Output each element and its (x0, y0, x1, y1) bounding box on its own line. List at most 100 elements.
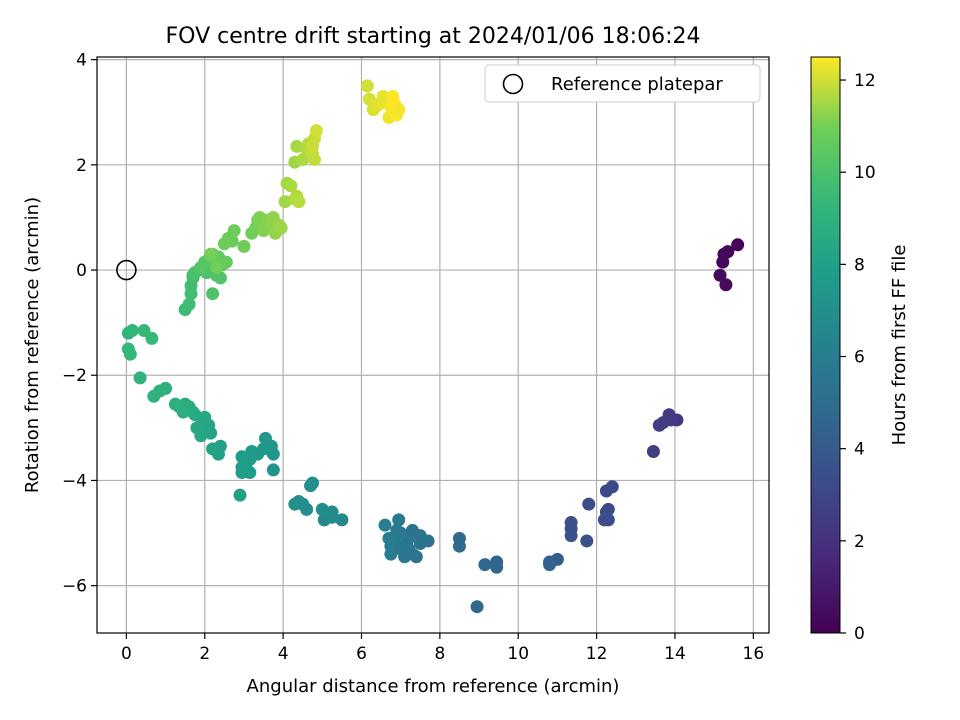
data-point (123, 347, 137, 361)
y-tick-label: 4 (76, 51, 87, 71)
data-point (335, 513, 349, 527)
data-point (304, 479, 318, 493)
data-point (599, 484, 613, 498)
data-point (378, 518, 392, 532)
colorbar-tick-label: 12 (854, 71, 876, 91)
data-point (206, 442, 220, 456)
colorbar-ticks: 0 2 4 6 8 10 12 (840, 71, 876, 644)
data-point (315, 502, 329, 516)
data-point (290, 139, 304, 153)
data-point (656, 416, 670, 430)
x-tick-label: 2 (199, 644, 210, 664)
data-point (392, 513, 406, 527)
data-point (564, 529, 578, 543)
data-point (237, 239, 251, 253)
data-point (288, 497, 302, 511)
data-point (360, 79, 374, 93)
data-point (121, 326, 135, 340)
data-point (400, 537, 414, 551)
data-point (384, 547, 398, 561)
x-tick-label: 0 (121, 644, 132, 664)
data-point (219, 255, 233, 269)
data-point (716, 255, 730, 269)
data-point (137, 324, 151, 338)
data-point (390, 523, 404, 537)
data-point (235, 466, 249, 480)
data-point (258, 431, 272, 445)
y-tick-label: −2 (62, 366, 87, 386)
y-axis-label: Rotation from reference (arcmin) (22, 197, 43, 493)
data-point (266, 463, 280, 477)
data-point (168, 397, 182, 411)
colorbar-tick-label: 8 (854, 255, 865, 275)
legend-label: Reference platepar (551, 74, 723, 95)
data-point (731, 238, 745, 252)
data-point (713, 268, 727, 282)
data-point (543, 558, 557, 572)
data-point (182, 297, 196, 311)
reference-marker (116, 259, 137, 281)
legend-box (484, 64, 761, 103)
data-point (452, 539, 466, 553)
data-point (210, 260, 224, 274)
data-point (145, 331, 159, 345)
grid-lines (97, 57, 769, 633)
data-point (292, 195, 306, 209)
data-point (296, 153, 310, 167)
data-point (184, 287, 198, 301)
colorbar-tick-label: 2 (854, 532, 865, 552)
x-axis-ticks: 0 2 4 6 8 10 12 14 16 (121, 633, 764, 664)
data-point (382, 531, 396, 545)
colorbar-gradient (810, 56, 841, 634)
data-point (133, 371, 147, 385)
x-axis-label: Angular distance from reference (arcmin) (247, 676, 620, 697)
y-tick-label: −4 (62, 471, 87, 491)
data-point (233, 488, 247, 502)
legend: Reference platepar (484, 64, 761, 103)
colorbar-tick-label: 6 (854, 348, 865, 368)
data-point (217, 237, 231, 251)
colorbar-tick-label: 10 (854, 163, 876, 183)
data-point (274, 221, 288, 235)
x-tick-label: 10 (507, 644, 529, 664)
x-tick-label: 16 (743, 644, 765, 664)
data-point (307, 153, 321, 167)
y-tick-label: 2 (76, 156, 87, 176)
data-point (490, 560, 504, 574)
data-point (317, 513, 331, 527)
data-point (597, 513, 611, 527)
data-point (719, 278, 733, 292)
data-point (278, 195, 292, 209)
x-tick-label: 12 (586, 644, 608, 664)
x-tick-label: 14 (664, 644, 686, 664)
x-tick-label: 6 (356, 644, 367, 664)
y-tick-label: 0 (76, 261, 87, 281)
x-tick-label: 4 (278, 644, 289, 664)
data-point (204, 247, 218, 261)
data-point (580, 534, 594, 548)
data-point (284, 179, 298, 193)
colorbar-tick-label: 4 (854, 440, 865, 460)
data-point (478, 558, 492, 572)
data-point (325, 505, 339, 519)
data-point (309, 124, 323, 138)
data-point (147, 389, 161, 403)
data-point (413, 529, 427, 543)
colorbar-label: Hours from first FF file (889, 245, 910, 446)
data-point (190, 421, 204, 435)
y-tick-label: −6 (62, 577, 87, 597)
data-point (646, 445, 660, 459)
data-point (235, 450, 249, 464)
y-axis-ticks: −6 −4 −2 0 2 4 (62, 51, 97, 597)
data-point (213, 271, 227, 285)
colorbar-tick-label: 0 (854, 624, 865, 644)
data-points (121, 79, 745, 614)
chart-title: FOV centre drift starting at 2024/01/06 … (166, 24, 701, 49)
data-point (392, 103, 406, 117)
data-point (582, 497, 596, 511)
data-point (227, 224, 241, 238)
data-point (470, 600, 484, 614)
colorbar: 0 2 4 6 8 10 12 Hours from first FF file (810, 56, 910, 644)
data-point (206, 287, 220, 301)
